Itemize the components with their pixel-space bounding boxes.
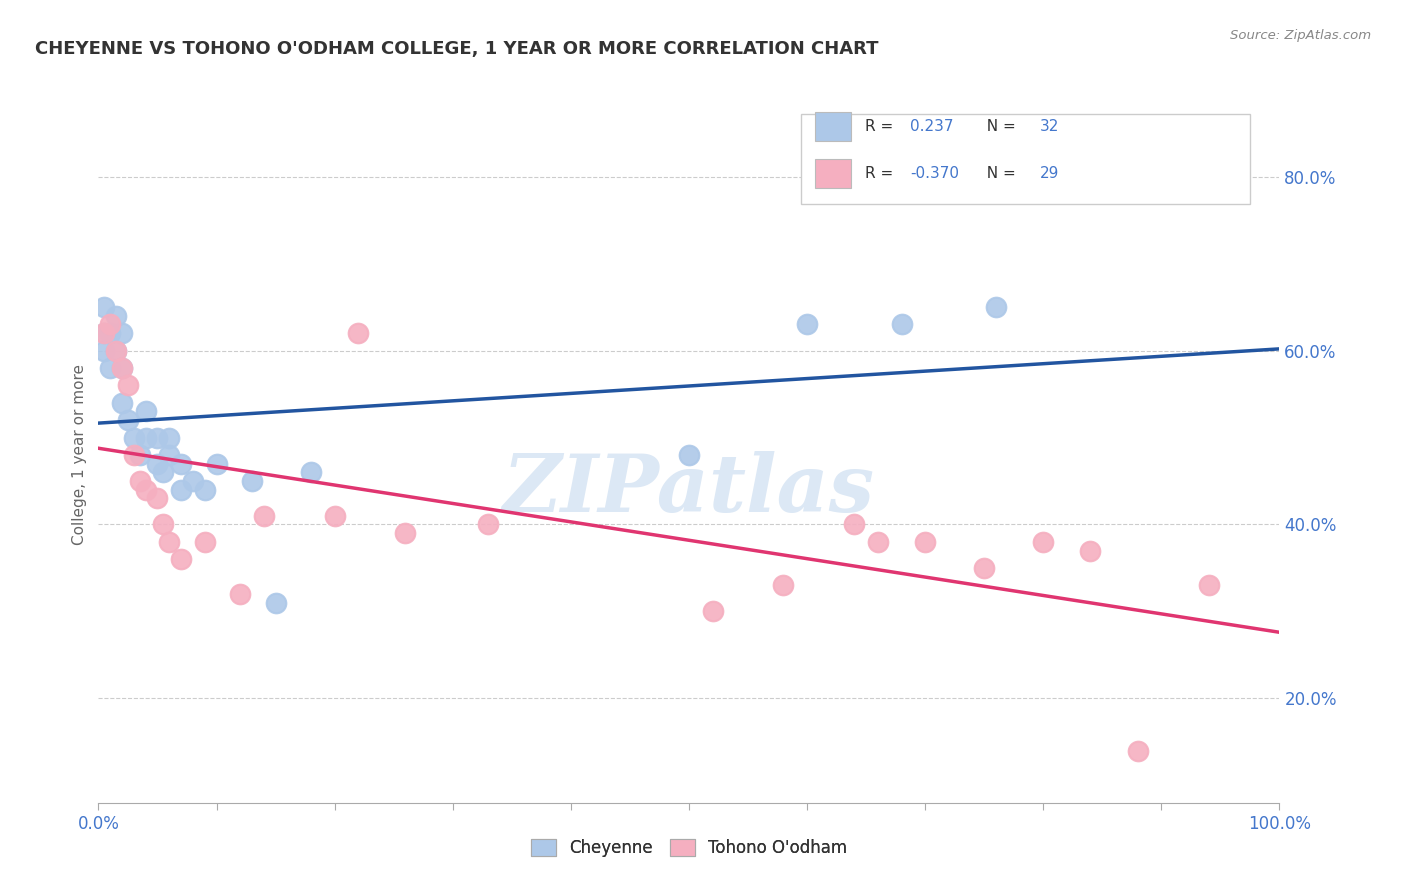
Point xyxy=(152,466,174,480)
Point xyxy=(253,508,276,523)
Text: R =: R = xyxy=(865,166,898,181)
Point xyxy=(170,483,193,497)
Point xyxy=(157,534,180,549)
Point xyxy=(194,534,217,549)
Point xyxy=(111,361,134,376)
FancyBboxPatch shape xyxy=(815,112,851,141)
Point xyxy=(111,361,134,376)
Point xyxy=(240,474,263,488)
Point xyxy=(170,457,193,471)
Point xyxy=(98,326,121,341)
Text: CHEYENNE VS TOHONO O'ODHAM COLLEGE, 1 YEAR OR MORE CORRELATION CHART: CHEYENNE VS TOHONO O'ODHAM COLLEGE, 1 YE… xyxy=(35,40,879,58)
Point xyxy=(205,457,228,471)
Point xyxy=(1080,543,1102,558)
Point xyxy=(146,457,169,471)
Point xyxy=(1032,534,1054,549)
Text: N =: N = xyxy=(977,166,1021,181)
Point xyxy=(93,326,115,341)
Point xyxy=(135,430,157,444)
Text: ZIPatlas: ZIPatlas xyxy=(503,451,875,528)
Point xyxy=(128,448,150,462)
Point xyxy=(1198,578,1220,592)
Point xyxy=(146,491,169,506)
Point xyxy=(93,300,115,314)
Point xyxy=(323,508,346,523)
Point xyxy=(914,534,936,549)
Point xyxy=(1126,744,1149,758)
Point xyxy=(181,474,204,488)
Point xyxy=(264,596,287,610)
Point xyxy=(170,552,193,566)
Point xyxy=(135,483,157,497)
Point xyxy=(146,430,169,444)
Point xyxy=(984,300,1007,314)
Point xyxy=(347,326,370,341)
Text: Source: ZipAtlas.com: Source: ZipAtlas.com xyxy=(1230,29,1371,42)
Point xyxy=(105,343,128,358)
FancyBboxPatch shape xyxy=(815,159,851,188)
Point xyxy=(157,448,180,462)
Point xyxy=(299,466,322,480)
Text: R =: R = xyxy=(865,119,898,134)
Point xyxy=(105,343,128,358)
Point xyxy=(98,361,121,376)
Text: N =: N = xyxy=(977,119,1021,134)
Point xyxy=(194,483,217,497)
Point xyxy=(866,534,889,549)
Y-axis label: College, 1 year or more: College, 1 year or more xyxy=(72,365,87,545)
Point xyxy=(105,309,128,323)
Point xyxy=(135,404,157,418)
Point xyxy=(229,587,252,601)
Text: 29: 29 xyxy=(1039,166,1059,181)
Point xyxy=(890,318,912,332)
Point xyxy=(678,448,700,462)
Point xyxy=(152,517,174,532)
Point xyxy=(157,430,180,444)
Point xyxy=(128,474,150,488)
Point xyxy=(93,343,115,358)
Point xyxy=(117,413,139,427)
Point xyxy=(796,318,818,332)
Text: 0.237: 0.237 xyxy=(910,119,953,134)
Point xyxy=(111,326,134,341)
Text: 32: 32 xyxy=(1039,119,1059,134)
Point xyxy=(702,605,724,619)
Point xyxy=(111,395,134,409)
Point xyxy=(93,326,115,341)
Point xyxy=(477,517,499,532)
Legend: Cheyenne, Tohono O'odham: Cheyenne, Tohono O'odham xyxy=(524,832,853,864)
Point xyxy=(122,448,145,462)
Point xyxy=(394,526,416,541)
Point xyxy=(117,378,139,392)
FancyBboxPatch shape xyxy=(801,114,1250,204)
Text: -0.370: -0.370 xyxy=(910,166,959,181)
Point xyxy=(973,561,995,575)
Point xyxy=(98,318,121,332)
Point xyxy=(122,430,145,444)
Point xyxy=(772,578,794,592)
Point xyxy=(844,517,866,532)
